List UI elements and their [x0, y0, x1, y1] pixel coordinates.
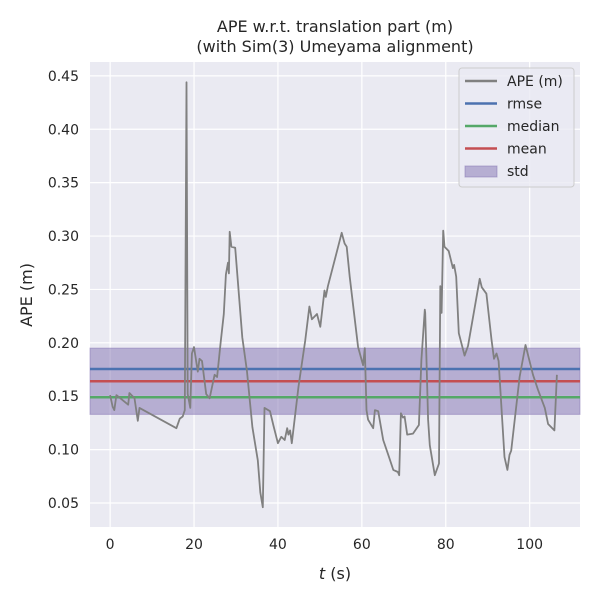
- chart-title-line1: APE w.r.t. translation part (m): [217, 17, 453, 36]
- x-axis-label-unit: (s): [325, 564, 351, 583]
- ape-series-line: [109, 81, 558, 509]
- x-tick-label: 0: [106, 537, 115, 553]
- y-tick-label: 0.30: [48, 229, 79, 245]
- legend-mean-label: mean: [507, 142, 547, 158]
- chart-title-line2: (with Sim(3) Umeyama alignment): [196, 37, 473, 56]
- x-tick-label: 60: [353, 537, 371, 553]
- legend-median-label: median: [507, 119, 559, 135]
- legend: APE (m) rmse median mean std: [458, 67, 575, 188]
- legend-ape-label: APE (m): [507, 74, 563, 90]
- legend-std-label: std: [507, 164, 529, 180]
- x-tick-label: 100: [516, 537, 543, 553]
- y-tick-label: 0.05: [48, 496, 79, 512]
- y-tick-label: 0.20: [48, 336, 79, 352]
- legend-box: [458, 67, 575, 188]
- x-tick-label: 80: [437, 537, 455, 553]
- x-axis-label-var: t: [319, 564, 326, 583]
- y-tick-label: 0.35: [48, 176, 79, 192]
- y-tick-label: 0.15: [48, 389, 79, 405]
- x-tick-label: 40: [269, 537, 287, 553]
- y-tick-label: 0.10: [48, 443, 79, 459]
- y-axis-label: APE (m): [17, 263, 36, 327]
- y-tick-label: 0.45: [48, 69, 79, 85]
- y-tick-label: 0.25: [48, 282, 79, 298]
- legend-std-swatch: [464, 165, 498, 178]
- x-axis-label: t (s): [319, 564, 351, 583]
- x-tick-label: 20: [185, 537, 203, 553]
- legend-rmse-label: rmse: [507, 97, 542, 113]
- y-tick-label: 0.40: [48, 122, 79, 138]
